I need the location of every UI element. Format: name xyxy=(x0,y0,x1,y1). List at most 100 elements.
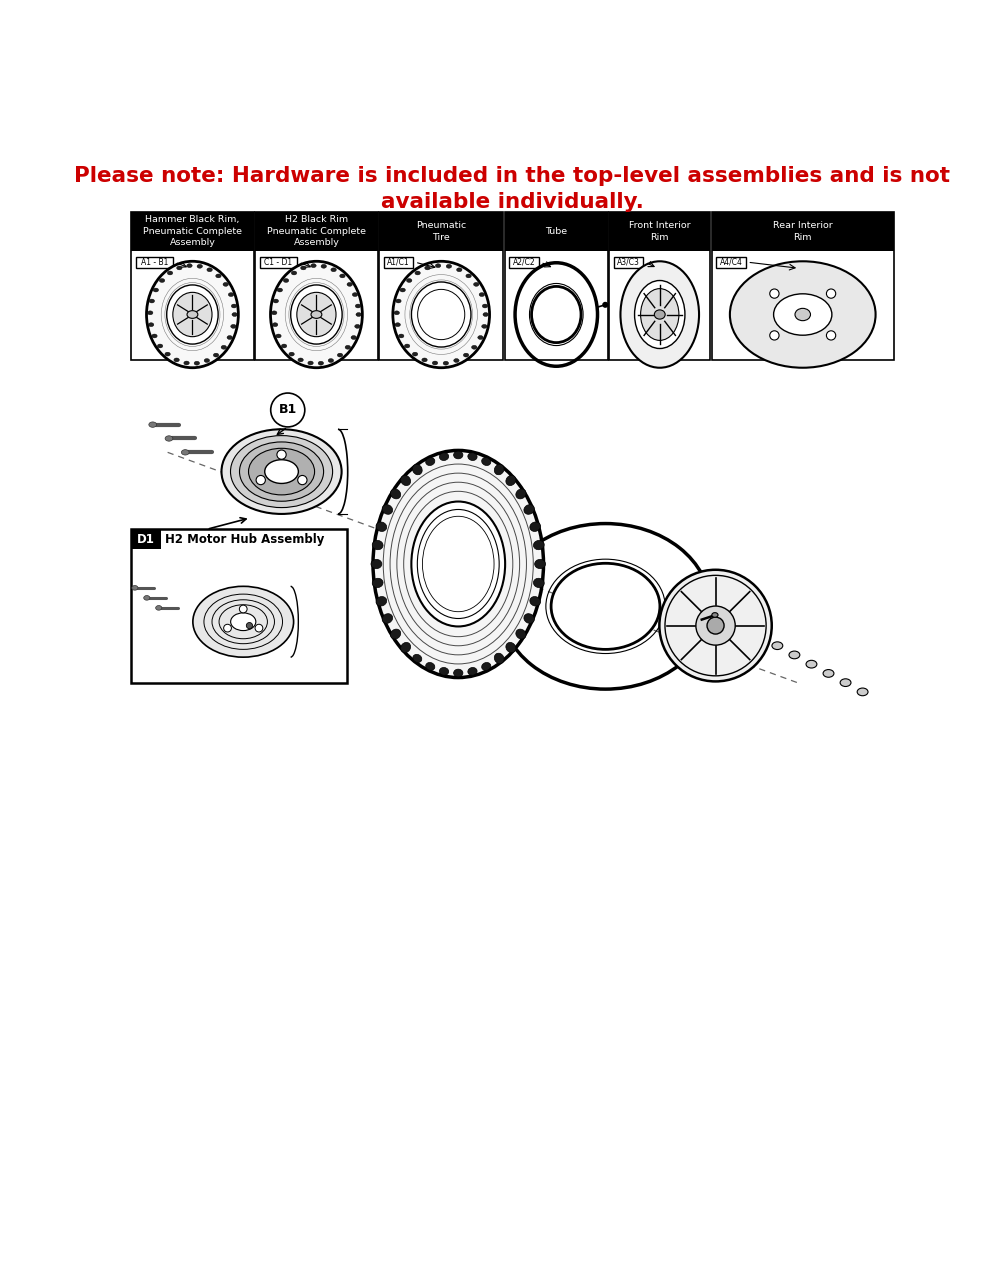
Ellipse shape xyxy=(231,324,236,328)
Ellipse shape xyxy=(355,324,360,328)
Ellipse shape xyxy=(401,642,411,653)
Ellipse shape xyxy=(197,265,202,269)
Ellipse shape xyxy=(432,361,438,365)
Ellipse shape xyxy=(774,294,832,336)
Text: A4/C4: A4/C4 xyxy=(720,257,742,266)
Ellipse shape xyxy=(271,261,362,367)
Bar xyxy=(609,212,710,251)
Text: A1 - B1: A1 - B1 xyxy=(141,257,168,266)
Ellipse shape xyxy=(533,578,544,588)
Bar xyxy=(712,212,894,251)
Bar xyxy=(505,212,608,251)
Ellipse shape xyxy=(347,283,352,286)
Ellipse shape xyxy=(857,688,868,696)
Circle shape xyxy=(239,606,247,613)
Ellipse shape xyxy=(620,261,699,367)
Ellipse shape xyxy=(249,449,315,495)
Ellipse shape xyxy=(204,359,210,362)
Ellipse shape xyxy=(232,313,237,317)
Circle shape xyxy=(246,622,253,628)
Ellipse shape xyxy=(463,353,469,357)
Ellipse shape xyxy=(213,353,219,357)
Ellipse shape xyxy=(159,279,165,283)
Ellipse shape xyxy=(181,450,189,455)
Bar xyxy=(379,212,503,360)
Ellipse shape xyxy=(806,660,817,668)
Ellipse shape xyxy=(394,310,399,314)
Ellipse shape xyxy=(373,450,544,678)
Ellipse shape xyxy=(372,541,383,550)
Ellipse shape xyxy=(352,293,358,296)
Ellipse shape xyxy=(265,460,298,484)
Ellipse shape xyxy=(227,336,232,340)
Ellipse shape xyxy=(277,288,283,291)
Ellipse shape xyxy=(230,436,333,508)
Bar xyxy=(260,257,297,267)
Ellipse shape xyxy=(144,595,150,601)
Text: B1: B1 xyxy=(279,403,297,417)
Ellipse shape xyxy=(654,310,665,319)
Bar xyxy=(379,212,503,251)
Ellipse shape xyxy=(193,587,294,658)
Circle shape xyxy=(826,331,836,340)
Ellipse shape xyxy=(147,310,153,314)
Ellipse shape xyxy=(390,630,401,639)
Ellipse shape xyxy=(231,613,256,631)
Ellipse shape xyxy=(411,502,505,626)
Ellipse shape xyxy=(696,606,735,645)
Ellipse shape xyxy=(376,597,387,606)
Ellipse shape xyxy=(535,559,546,569)
Text: C1 - D1: C1 - D1 xyxy=(264,257,293,266)
Ellipse shape xyxy=(457,267,462,271)
Ellipse shape xyxy=(532,286,581,342)
Ellipse shape xyxy=(494,654,504,664)
Ellipse shape xyxy=(297,293,336,337)
Ellipse shape xyxy=(328,359,334,362)
Text: Pneumatic
Tire: Pneumatic Tire xyxy=(416,222,466,242)
Ellipse shape xyxy=(156,606,162,611)
Ellipse shape xyxy=(152,334,157,338)
Ellipse shape xyxy=(772,642,783,650)
Ellipse shape xyxy=(177,266,182,270)
Ellipse shape xyxy=(482,663,491,670)
Ellipse shape xyxy=(221,346,227,350)
Ellipse shape xyxy=(207,267,212,271)
Ellipse shape xyxy=(443,361,449,365)
Ellipse shape xyxy=(426,663,435,670)
Ellipse shape xyxy=(454,451,463,459)
Ellipse shape xyxy=(730,261,876,367)
Ellipse shape xyxy=(789,651,800,659)
Ellipse shape xyxy=(435,264,441,267)
Ellipse shape xyxy=(454,359,459,362)
Ellipse shape xyxy=(165,436,173,441)
Bar xyxy=(609,212,710,360)
Ellipse shape xyxy=(398,334,404,338)
Ellipse shape xyxy=(401,475,411,485)
Ellipse shape xyxy=(494,465,504,475)
Ellipse shape xyxy=(524,613,534,623)
Ellipse shape xyxy=(482,304,488,308)
Ellipse shape xyxy=(132,585,138,590)
Ellipse shape xyxy=(396,299,401,303)
Ellipse shape xyxy=(422,359,427,362)
Ellipse shape xyxy=(446,265,452,269)
Bar xyxy=(384,257,413,267)
Ellipse shape xyxy=(311,264,316,267)
Ellipse shape xyxy=(291,285,342,345)
Ellipse shape xyxy=(506,642,516,653)
Ellipse shape xyxy=(273,299,279,303)
Ellipse shape xyxy=(530,522,540,531)
Text: A2/C2: A2/C2 xyxy=(513,257,535,266)
Ellipse shape xyxy=(439,452,449,460)
Ellipse shape xyxy=(641,289,679,341)
Ellipse shape xyxy=(271,310,277,314)
Ellipse shape xyxy=(351,336,356,340)
Bar xyxy=(505,212,608,360)
Text: D1: D1 xyxy=(137,533,155,546)
Ellipse shape xyxy=(393,261,490,367)
Ellipse shape xyxy=(412,465,422,475)
Ellipse shape xyxy=(283,279,289,283)
Text: H2 Motor Hub Assembly: H2 Motor Hub Assembly xyxy=(165,533,325,546)
Ellipse shape xyxy=(157,345,163,348)
Text: A1/C1: A1/C1 xyxy=(387,257,410,266)
